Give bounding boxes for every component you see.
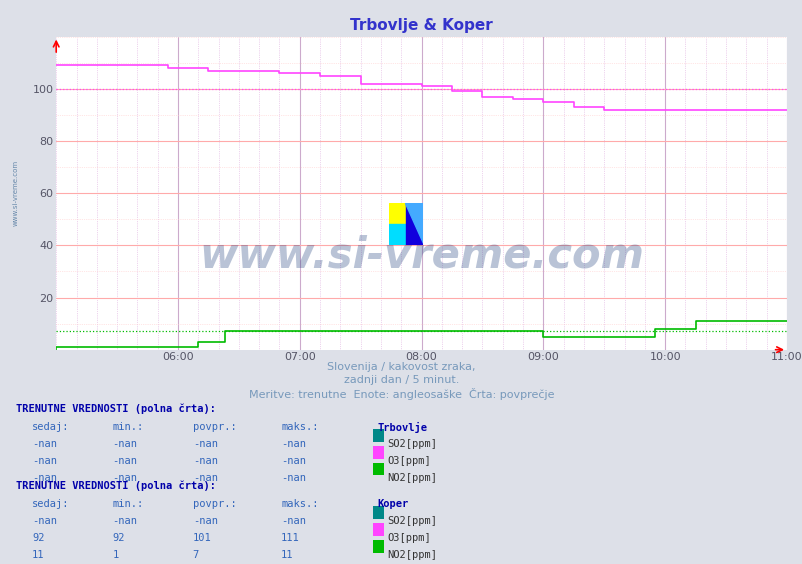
Text: -nan: -nan — [281, 456, 306, 466]
Text: -nan: -nan — [281, 473, 306, 483]
Text: 11: 11 — [281, 550, 294, 560]
Bar — [389, 224, 406, 245]
Text: www.si-vreme.com: www.si-vreme.com — [199, 235, 643, 277]
Bar — [406, 203, 423, 245]
Text: min.:: min.: — [112, 422, 144, 432]
Text: povpr.:: povpr.: — [192, 422, 236, 432]
Text: TRENUTNE VREDNOSTI (polna črta):: TRENUTNE VREDNOSTI (polna črta): — [16, 481, 216, 491]
Title: Trbovlje & Koper: Trbovlje & Koper — [350, 17, 492, 33]
Text: -nan: -nan — [112, 439, 137, 449]
Text: -nan: -nan — [32, 473, 57, 483]
Text: Koper: Koper — [377, 499, 408, 509]
Text: O3[ppm]: O3[ppm] — [387, 533, 430, 543]
Text: -nan: -nan — [32, 456, 57, 466]
Text: zadnji dan / 5 minut.: zadnji dan / 5 minut. — [343, 375, 459, 385]
Text: TRENUTNE VREDNOSTI (polna črta):: TRENUTNE VREDNOSTI (polna črta): — [16, 403, 216, 414]
Text: -nan: -nan — [112, 473, 137, 483]
Text: povpr.:: povpr.: — [192, 499, 236, 509]
Text: 11: 11 — [32, 550, 45, 560]
Text: Meritve: trenutne  Enote: angleosaške  Črta: povprečje: Meritve: trenutne Enote: angleosaške Črt… — [249, 388, 553, 400]
Bar — [389, 203, 406, 224]
Text: 92: 92 — [32, 533, 45, 543]
Text: SO2[ppm]: SO2[ppm] — [387, 439, 436, 449]
Text: Trbovlje: Trbovlje — [377, 422, 427, 433]
Text: 92: 92 — [112, 533, 125, 543]
Text: -nan: -nan — [192, 516, 217, 526]
Text: O3[ppm]: O3[ppm] — [387, 456, 430, 466]
Text: Slovenija / kakovost zraka,: Slovenija / kakovost zraka, — [327, 362, 475, 372]
Text: -nan: -nan — [112, 456, 137, 466]
Text: 101: 101 — [192, 533, 211, 543]
Polygon shape — [404, 203, 423, 243]
Text: maks.:: maks.: — [281, 422, 318, 432]
Text: 111: 111 — [281, 533, 299, 543]
Text: sedaj:: sedaj: — [32, 422, 70, 432]
Text: min.:: min.: — [112, 499, 144, 509]
Text: -nan: -nan — [281, 516, 306, 526]
Text: 1: 1 — [112, 550, 119, 560]
Text: 7: 7 — [192, 550, 199, 560]
Text: maks.:: maks.: — [281, 499, 318, 509]
Text: -nan: -nan — [32, 439, 57, 449]
Text: NO2[ppm]: NO2[ppm] — [387, 473, 436, 483]
Text: -nan: -nan — [192, 456, 217, 466]
Text: www.si-vreme.com: www.si-vreme.com — [13, 160, 19, 226]
Text: -nan: -nan — [192, 473, 217, 483]
Text: SO2[ppm]: SO2[ppm] — [387, 516, 436, 526]
Text: -nan: -nan — [112, 516, 137, 526]
Text: NO2[ppm]: NO2[ppm] — [387, 550, 436, 560]
Text: -nan: -nan — [281, 439, 306, 449]
Text: sedaj:: sedaj: — [32, 499, 70, 509]
Text: -nan: -nan — [192, 439, 217, 449]
Text: -nan: -nan — [32, 516, 57, 526]
